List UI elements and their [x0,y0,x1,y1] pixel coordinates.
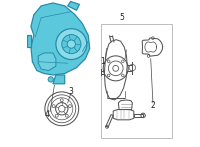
Text: 3: 3 [68,87,73,96]
Text: 1: 1 [100,57,105,66]
Bar [101,24,172,138]
Text: 5: 5 [119,13,124,22]
Circle shape [48,77,53,82]
Polygon shape [53,75,65,84]
Polygon shape [68,1,79,10]
Circle shape [62,35,81,54]
Circle shape [67,40,75,48]
Text: 4: 4 [45,110,50,119]
Circle shape [56,29,87,60]
Polygon shape [38,53,56,71]
Text: 2: 2 [151,101,155,110]
Polygon shape [31,3,90,75]
Polygon shape [27,35,31,47]
